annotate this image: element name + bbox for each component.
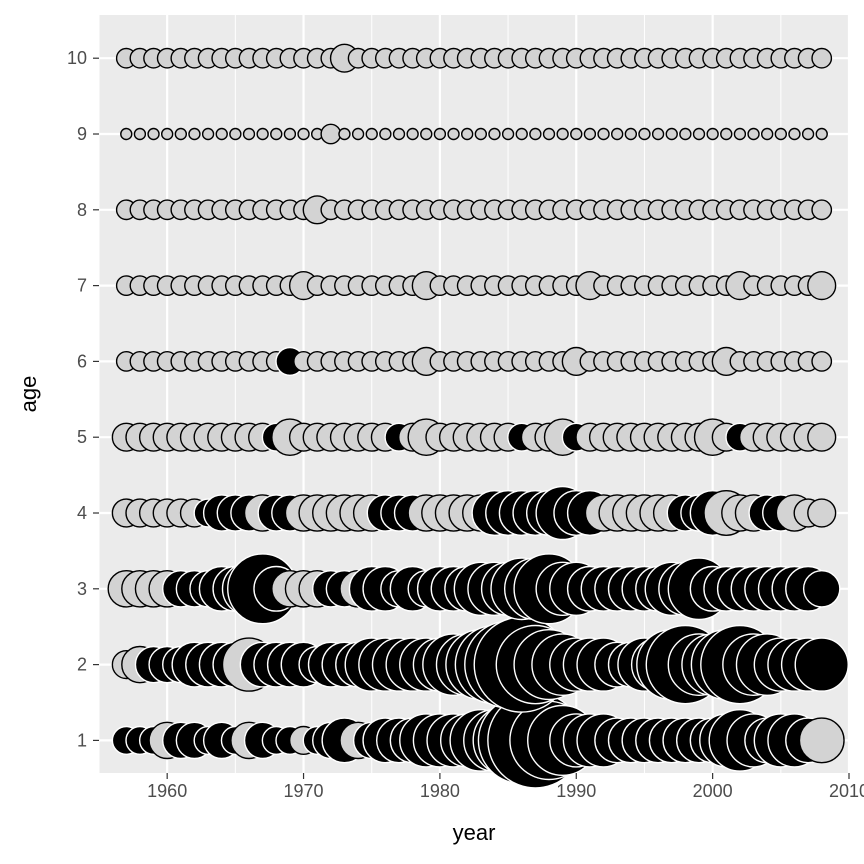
data-point bbox=[692, 127, 706, 141]
data-point bbox=[774, 127, 788, 141]
data-point bbox=[651, 127, 665, 141]
x-axis: 1960 1970 1980 1990 2000 2010 bbox=[147, 773, 864, 801]
data-point bbox=[665, 127, 678, 141]
data-point bbox=[297, 127, 310, 141]
y-tick-label: 2 bbox=[77, 655, 87, 675]
data-point bbox=[811, 199, 833, 221]
data-point bbox=[733, 127, 747, 141]
data-point bbox=[624, 127, 638, 141]
data-point bbox=[351, 127, 365, 141]
x-tick-label: 2000 bbox=[693, 781, 733, 801]
data-point bbox=[460, 127, 474, 141]
x-tick-label: 1980 bbox=[420, 781, 460, 801]
data-point bbox=[188, 127, 201, 141]
y-tick-label: 4 bbox=[77, 503, 87, 523]
data-point bbox=[420, 127, 433, 141]
data-point bbox=[556, 127, 569, 141]
x-tick-label: 1990 bbox=[556, 781, 596, 801]
data-point bbox=[720, 127, 733, 141]
data-point bbox=[597, 127, 610, 141]
data-point bbox=[120, 127, 133, 141]
data-point bbox=[515, 127, 528, 141]
data-point bbox=[788, 127, 801, 141]
x-tick-label: 1970 bbox=[284, 781, 324, 801]
data-point bbox=[320, 123, 342, 145]
y-axis: 1 2 3 4 5 6 7 8 9 10 bbox=[67, 48, 99, 750]
data-point bbox=[147, 127, 160, 141]
data-point bbox=[392, 127, 406, 141]
y-tick-label: 6 bbox=[77, 351, 87, 371]
data-point bbox=[270, 127, 283, 141]
data-point bbox=[201, 127, 215, 141]
data-point bbox=[174, 127, 188, 141]
data-point bbox=[229, 127, 242, 141]
data-point bbox=[338, 127, 351, 141]
data-point bbox=[256, 127, 269, 141]
data-point bbox=[794, 637, 849, 692]
y-tick-label: 10 bbox=[67, 48, 87, 68]
data-point bbox=[706, 127, 719, 141]
data-points bbox=[107, 43, 849, 789]
data-point bbox=[529, 127, 542, 141]
data-point bbox=[747, 127, 760, 141]
data-point bbox=[379, 127, 392, 141]
y-tick-label: 5 bbox=[77, 427, 87, 447]
y-tick-label: 3 bbox=[77, 579, 87, 599]
data-point bbox=[811, 351, 833, 372]
data-point bbox=[406, 127, 419, 141]
data-point bbox=[160, 127, 174, 141]
data-point bbox=[807, 498, 837, 528]
data-point bbox=[474, 127, 488, 141]
data-point bbox=[133, 127, 147, 141]
data-point bbox=[679, 127, 692, 141]
data-point bbox=[488, 127, 501, 141]
data-point bbox=[638, 127, 651, 141]
y-tick-label: 9 bbox=[77, 124, 87, 144]
data-point bbox=[501, 127, 515, 141]
y-tick-label: 1 bbox=[77, 730, 87, 750]
y-tick-label: 7 bbox=[77, 276, 87, 296]
data-point bbox=[807, 422, 837, 452]
data-point bbox=[802, 570, 841, 608]
data-point bbox=[242, 127, 256, 141]
data-point bbox=[283, 127, 297, 141]
data-point bbox=[801, 127, 815, 141]
x-tick-label: 1960 bbox=[147, 781, 187, 801]
minor-grid bbox=[98, 15, 782, 773]
data-point bbox=[215, 127, 228, 141]
data-point bbox=[583, 127, 597, 141]
data-point bbox=[798, 717, 845, 764]
data-point bbox=[811, 47, 833, 69]
data-point bbox=[760, 127, 774, 141]
data-point bbox=[433, 127, 447, 141]
data-point bbox=[807, 271, 837, 301]
y-tick-label: 8 bbox=[77, 200, 87, 220]
y-axis-title: age bbox=[16, 376, 41, 413]
data-point bbox=[542, 127, 556, 141]
data-point bbox=[447, 127, 460, 141]
data-point bbox=[570, 127, 583, 141]
x-axis-title: year bbox=[453, 820, 496, 845]
data-point bbox=[365, 127, 378, 141]
data-point bbox=[815, 127, 828, 141]
x-tick-label: 2010 bbox=[829, 781, 864, 801]
data-point bbox=[610, 127, 624, 141]
